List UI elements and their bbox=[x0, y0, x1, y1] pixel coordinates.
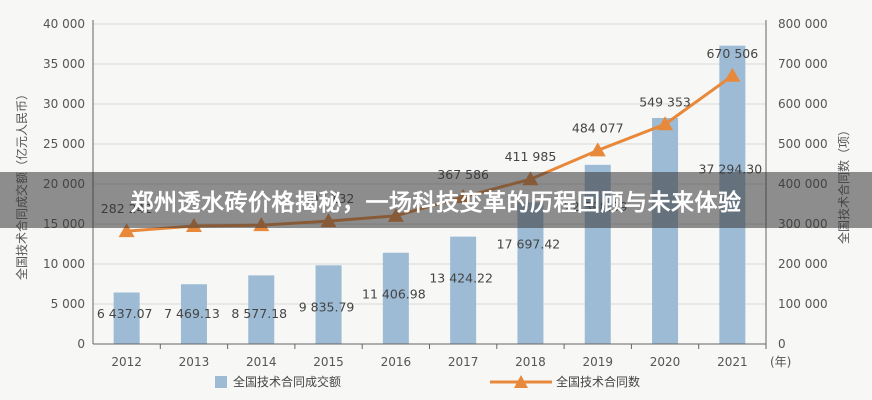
title-banner: 郑州透水砖价格揭秘，一场科技变革的历程回顾与未来体验 bbox=[0, 172, 872, 228]
right-tick-label: 500 000 bbox=[778, 137, 828, 151]
left-tick-label: 30 000 bbox=[43, 97, 85, 111]
right-tick-label: 0 bbox=[778, 337, 786, 351]
bar bbox=[315, 265, 342, 344]
bar-data-label: 17 697.42 bbox=[497, 236, 561, 251]
legend-bar-swatch bbox=[215, 376, 227, 388]
legend-line-label: 全国技术合同数 bbox=[556, 374, 640, 389]
left-tick-label: 40 000 bbox=[43, 17, 85, 31]
line-point bbox=[589, 142, 606, 157]
left-tick-label: 25 000 bbox=[43, 137, 85, 151]
right-tick-label: 800 000 bbox=[778, 17, 828, 31]
bar-data-label: 13 424.22 bbox=[429, 271, 493, 286]
legend-line-marker bbox=[514, 375, 528, 388]
bar bbox=[113, 292, 140, 344]
x-tick-label: 2021 bbox=[717, 355, 748, 369]
bar-data-label: 9 835.79 bbox=[299, 299, 355, 314]
x-tick-label: 2016 bbox=[381, 355, 412, 369]
line-data-label: 484 077 bbox=[572, 120, 624, 135]
x-tick-label: 2019 bbox=[582, 355, 613, 369]
x-tick-label: 2018 bbox=[515, 355, 546, 369]
x-tick-label: 2017 bbox=[448, 355, 479, 369]
bar-data-label: 6 437.07 bbox=[97, 306, 153, 321]
bar bbox=[180, 284, 207, 344]
left-tick-label: 5 000 bbox=[51, 297, 85, 311]
x-tick-label: 2020 bbox=[650, 355, 681, 369]
right-tick-label: 700 000 bbox=[778, 57, 828, 71]
x-tick-label: 2013 bbox=[179, 355, 210, 369]
x-axis-unit: (年) bbox=[770, 355, 791, 369]
banner-title: 郑州透水砖价格揭秘，一场科技变革的历程回顾与未来体验 bbox=[130, 190, 742, 216]
bar bbox=[652, 117, 679, 345]
line-data-label: 549 353 bbox=[639, 94, 691, 109]
left-tick-label: 0 bbox=[77, 337, 85, 351]
bar bbox=[450, 236, 477, 344]
bar bbox=[248, 275, 275, 344]
bar bbox=[382, 252, 409, 344]
left-tick-label: 10 000 bbox=[43, 257, 85, 271]
line-data-label: 670 506 bbox=[706, 46, 758, 61]
x-tick-label: 2014 bbox=[246, 355, 277, 369]
line-point bbox=[118, 223, 135, 238]
legend: 全国技术合同成交额 全国技术合同数 bbox=[215, 374, 640, 389]
bar-data-label: 7 469.13 bbox=[164, 306, 220, 321]
bar-data-label: 8 577.18 bbox=[231, 306, 287, 321]
x-tick-label: 2015 bbox=[313, 355, 344, 369]
bar-data-label: 11 406.98 bbox=[362, 287, 426, 302]
x-tick-label: 2012 bbox=[111, 355, 142, 369]
right-tick-label: 600 000 bbox=[778, 97, 828, 111]
right-tick-label: 100 000 bbox=[778, 297, 828, 311]
left-tick-label: 35 000 bbox=[43, 57, 85, 71]
line-data-label: 411 985 bbox=[505, 149, 557, 164]
line-point bbox=[724, 67, 741, 82]
legend-bar-label: 全国技术合同成交额 bbox=[233, 374, 341, 389]
right-tick-label: 200 000 bbox=[778, 257, 828, 271]
line-point bbox=[657, 116, 674, 131]
